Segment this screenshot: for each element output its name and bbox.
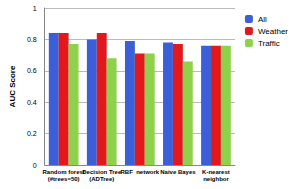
svg-text:Traffic: Traffic (258, 39, 280, 48)
svg-text:Weather: Weather (258, 27, 288, 36)
svg-text:K-nearest: K-nearest (202, 169, 230, 175)
svg-text:AUC Score: AUC Score (8, 65, 17, 107)
svg-text:1: 1 (33, 5, 37, 12)
svg-text:(ADTree): (ADTree) (89, 176, 114, 182)
svg-text:0.6: 0.6 (27, 67, 37, 74)
svg-text:0: 0 (33, 162, 37, 169)
svg-text:All: All (258, 15, 267, 24)
svg-text:(#trees=50): (#trees=50) (48, 176, 80, 182)
svg-text:neighbor: neighbor (203, 176, 229, 182)
svg-text:Random forest: Random forest (42, 169, 84, 175)
svg-text:0.2: 0.2 (27, 130, 37, 137)
svg-text:RBF network: RBF network (120, 169, 159, 175)
svg-text:Naive Bayes: Naive Bayes (160, 169, 196, 175)
svg-text:Decision Tree: Decision Tree (82, 169, 122, 175)
svg-text:0.8: 0.8 (27, 36, 37, 43)
svg-text:0.4: 0.4 (27, 99, 37, 106)
